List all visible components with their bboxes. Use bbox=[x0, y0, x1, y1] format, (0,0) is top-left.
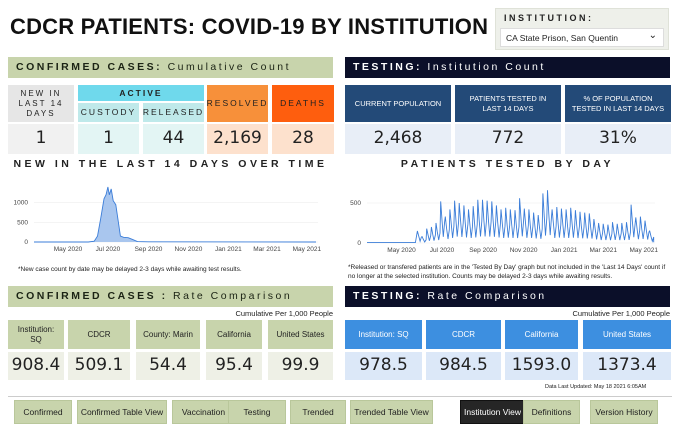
y-tick-label: 0 bbox=[357, 240, 361, 247]
resolved-value: 2,169 bbox=[207, 124, 268, 154]
x-tick-label: Jul 2020 bbox=[96, 246, 121, 253]
x-tick-label: Jul 2020 bbox=[430, 247, 455, 254]
tested-chart: 0 500 May 2020 Jul 2020 Sep 2020 Nov 2020 Jan … bbox=[350, 190, 658, 254]
rate-testing-banner: TESTING: Rate Comparison bbox=[345, 286, 670, 307]
nav-button[interactable]: Institution View bbox=[460, 400, 525, 424]
rate-value: 908.4 bbox=[8, 352, 64, 380]
x-tick-label: Nov 2020 bbox=[510, 247, 538, 254]
rate-value: 95.4 bbox=[206, 352, 262, 380]
deaths-header: DEATHS bbox=[272, 85, 334, 122]
rate-value: 509.1 bbox=[68, 352, 130, 380]
institution-selected: CA State Prison, San Quentin bbox=[506, 33, 618, 43]
x-tick-label: Sep 2020 bbox=[135, 246, 163, 253]
nav-button[interactable]: Confirmed bbox=[14, 400, 72, 424]
series-area bbox=[34, 187, 317, 242]
rate-value: 978.5 bbox=[345, 352, 422, 380]
rate-value: 99.9 bbox=[268, 352, 333, 380]
rate-header: California bbox=[206, 320, 262, 349]
rate-header: CDCR bbox=[68, 320, 130, 349]
rate-value: 1373.4 bbox=[583, 352, 671, 380]
nav-button[interactable]: Vaccination bbox=[172, 400, 235, 424]
resolved-header: RESOLVED bbox=[207, 85, 268, 122]
rate-testing-sub: Cumulative Per 1,000 People bbox=[572, 309, 670, 318]
pct-value: 31% bbox=[565, 124, 671, 154]
population-value: 2,468 bbox=[345, 124, 451, 154]
y-tick-label: 500 bbox=[350, 200, 361, 207]
testing-banner: TESTING: Institution Count bbox=[345, 57, 670, 78]
institution-filter: INSTITUTION: CA State Prison, San Quenti… bbox=[495, 8, 669, 50]
x-tick-label: Nov 2020 bbox=[175, 246, 203, 253]
x-tick-label: May 2021 bbox=[293, 246, 322, 253]
page-title: CDCR PATIENTS: COVID-19 BY INSTITUTION bbox=[10, 14, 489, 39]
cases-chart-title: NEW IN THE LAST 14 DAYS OVER TIME bbox=[13, 158, 328, 170]
custody-value: 1 bbox=[78, 124, 139, 154]
institution-label: INSTITUTION: bbox=[504, 13, 594, 23]
x-tick-label: May 2020 bbox=[54, 246, 83, 253]
x-tick-label: Jan 2021 bbox=[551, 247, 578, 254]
deaths-value: 28 bbox=[272, 124, 334, 154]
institution-dropdown[interactable]: CA State Prison, San Quentin ⌄ bbox=[500, 28, 664, 47]
x-tick-label: Sep 2020 bbox=[469, 247, 497, 254]
nav-button[interactable]: Trended Table View bbox=[350, 400, 433, 424]
confirmed-banner: CONFIRMED CASES: Cumulative Count bbox=[8, 57, 333, 78]
cases-footnote: *New case count by date may be delayed 2… bbox=[18, 266, 242, 273]
released-header: RELEASED bbox=[143, 103, 204, 122]
divider bbox=[8, 396, 672, 397]
new14-header: NEW IN LAST 14 DAYS bbox=[8, 85, 74, 122]
tested-chart-title: PATIENTS TESTED BY DAY bbox=[400, 158, 615, 170]
rate-value: 1593.0 bbox=[505, 352, 578, 380]
tested-value: 772 bbox=[455, 124, 561, 154]
nav-button[interactable]: Definitions bbox=[523, 400, 580, 424]
cases-chart: 0 500 1000 May 2020 Jul 2020 Sep 2020 Nov 2020… bbox=[14, 186, 322, 253]
chevron-down-icon: ⌄ bbox=[648, 30, 657, 41]
rate-header: Institution: SQ bbox=[8, 320, 64, 349]
tested-header: PATIENTS TESTED IN LAST 14 DAYS bbox=[455, 85, 561, 122]
custody-header: CUSTODY bbox=[78, 103, 139, 122]
nav-button[interactable]: Confirmed Table View bbox=[77, 400, 167, 424]
nav-button[interactable]: Trended bbox=[290, 400, 346, 424]
rate-header: County: Marin bbox=[136, 320, 200, 349]
x-tick-label: Mar 2021 bbox=[590, 247, 618, 254]
rate-value: 984.5 bbox=[426, 352, 501, 380]
x-tick-label: Jan 2021 bbox=[215, 246, 242, 253]
y-tick-label: 1000 bbox=[14, 200, 29, 207]
x-tick-label: May 2021 bbox=[629, 247, 658, 254]
rate-header: Institution: SQ bbox=[345, 320, 422, 349]
series-line bbox=[34, 186, 317, 243]
last-updated: Data Last Updated: May 18 2021 6:05AM bbox=[545, 384, 647, 390]
released-value: 44 bbox=[143, 124, 204, 154]
y-tick-label: 0 bbox=[24, 239, 28, 246]
y-tick-label: 500 bbox=[17, 219, 28, 226]
tested-footnote: *Released or transfered patients are in … bbox=[348, 264, 666, 281]
rate-header: United States bbox=[583, 320, 671, 349]
x-tick-label: May 2020 bbox=[387, 247, 416, 254]
rate-confirmed-banner: CONFIRMED CASES : Rate Comparison bbox=[8, 286, 333, 307]
nav-button[interactable]: Version History bbox=[590, 400, 658, 424]
x-tick-label: Mar 2021 bbox=[253, 246, 281, 253]
population-header: CURRENT POPULATION bbox=[345, 85, 451, 122]
rate-header: California bbox=[505, 320, 578, 349]
rate-header: United States bbox=[268, 320, 333, 349]
new14-value: 1 bbox=[8, 124, 74, 154]
rate-confirmed-sub: Cumulative Per 1,000 People bbox=[235, 309, 333, 318]
rate-value: 54.4 bbox=[136, 352, 200, 380]
pct-header: % OF POPULATION TESTED IN LAST 14 DAYS bbox=[565, 85, 671, 122]
rate-header: CDCR bbox=[426, 320, 501, 349]
active-header: ACTIVE bbox=[78, 85, 204, 101]
series-line bbox=[367, 190, 655, 244]
nav-button[interactable]: Testing bbox=[228, 400, 286, 424]
